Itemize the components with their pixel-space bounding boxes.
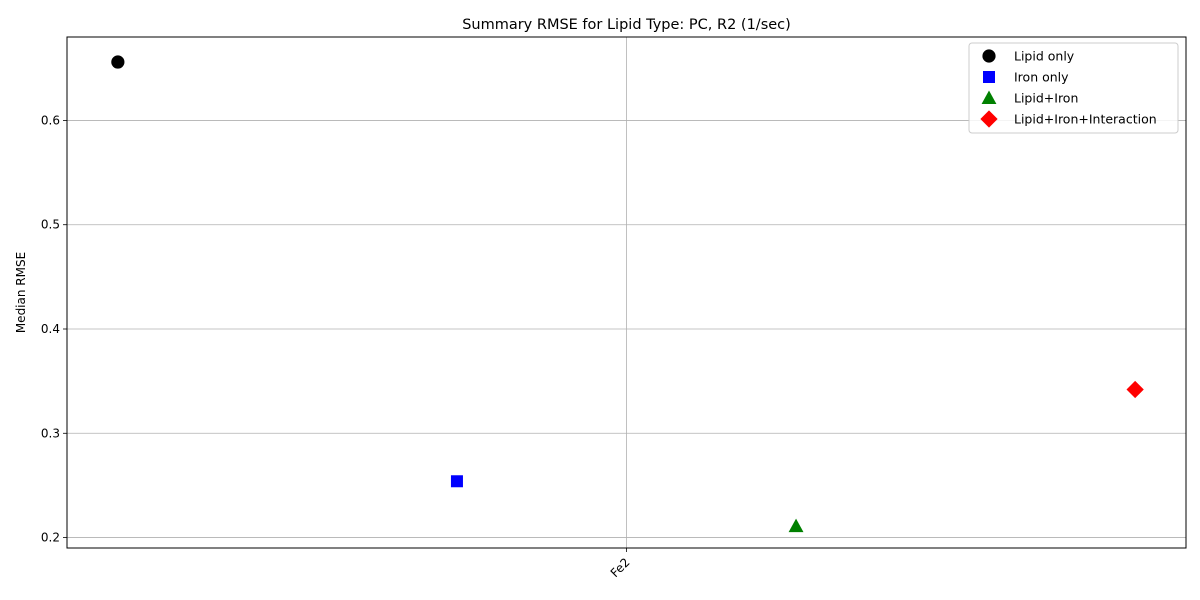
legend-marker-lipid-iron bbox=[981, 90, 997, 104]
y-axis-title: Median RMSE bbox=[14, 252, 28, 333]
legend-label-lipid-iron-interaction: Lipid+Iron+Interaction bbox=[1014, 112, 1157, 127]
y-tick-label: 0.6 bbox=[41, 113, 60, 127]
legend-label-iron-only: Iron only bbox=[1014, 70, 1069, 85]
point-lipid-iron bbox=[788, 518, 804, 533]
y-tick-label: 0.3 bbox=[41, 426, 60, 440]
point-iron-only bbox=[450, 475, 463, 488]
legend-marker-lipid-iron-interaction bbox=[980, 110, 998, 128]
legend-marker-iron-only bbox=[983, 71, 995, 83]
point-lipid-only bbox=[111, 55, 125, 69]
point-lipid-iron-interaction bbox=[1126, 380, 1144, 399]
legend-label-lipid-iron: Lipid+Iron bbox=[1014, 91, 1078, 106]
legend-label-lipid-only: Lipid only bbox=[1014, 49, 1075, 64]
grid-lines bbox=[67, 37, 1186, 548]
data-points bbox=[111, 55, 1144, 533]
y-tick-label: 0.5 bbox=[41, 218, 60, 232]
y-tick-label: 0.4 bbox=[41, 322, 60, 336]
chart-title: Summary RMSE for Lipid Type: PC, R2 (1/s… bbox=[462, 17, 791, 33]
legend-box bbox=[968, 42, 1179, 134]
y-tick-label: 0.2 bbox=[41, 531, 60, 545]
legend: Lipid only Iron only Lipid+Iron Lipid+Iron+… bbox=[968, 42, 1179, 134]
legend-marker-lipid-only bbox=[982, 49, 996, 63]
y-axis: 0.2 0.3 0.4 0.5 0.6 bbox=[41, 113, 67, 545]
